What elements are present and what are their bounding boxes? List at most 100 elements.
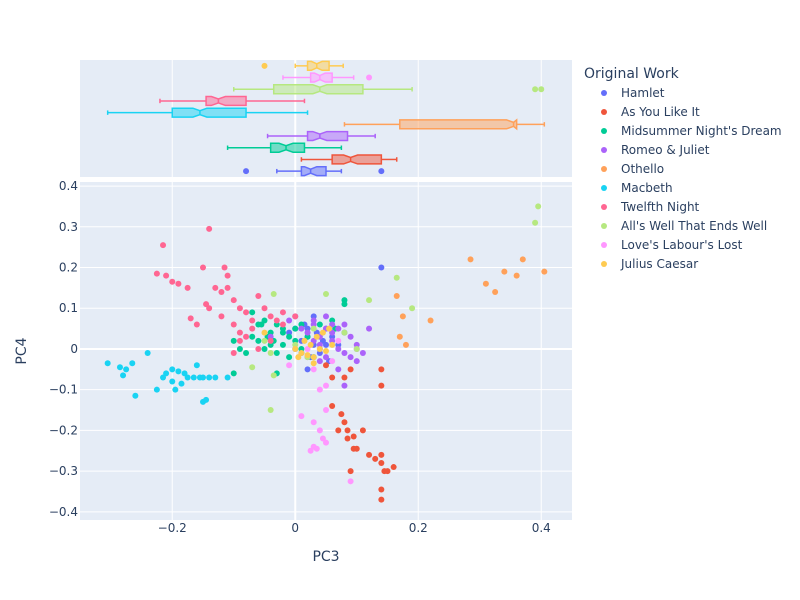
scatter-point bbox=[310, 360, 317, 367]
scatter-point bbox=[347, 354, 354, 361]
scatter-point bbox=[304, 366, 311, 373]
scatter-point bbox=[267, 313, 274, 320]
scatter-point bbox=[393, 274, 400, 281]
scatter-point bbox=[236, 329, 243, 336]
scatter-point bbox=[310, 325, 317, 332]
scatter-point bbox=[304, 329, 311, 336]
scatter-point bbox=[298, 413, 305, 420]
scatter-point bbox=[286, 362, 293, 369]
x-tick-label: 0.4 bbox=[532, 521, 551, 535]
scatter-point bbox=[341, 382, 348, 389]
scatter-point bbox=[261, 337, 268, 344]
scatter-point bbox=[329, 374, 336, 381]
scatter-point bbox=[409, 305, 416, 312]
box-body bbox=[269, 142, 306, 153]
x-tick-label: 0 bbox=[291, 521, 299, 535]
scatter-point bbox=[353, 445, 360, 452]
scatter-point bbox=[132, 392, 139, 399]
legend-item: All's Well That Ends Well bbox=[601, 219, 767, 233]
scatter-point bbox=[341, 374, 348, 381]
scatter-point bbox=[319, 337, 326, 344]
scatter-points bbox=[104, 203, 548, 503]
legend-marker bbox=[601, 128, 607, 134]
scatter-point bbox=[335, 345, 342, 352]
scatter-point bbox=[310, 419, 317, 426]
scatter-point bbox=[224, 374, 231, 381]
legend-item: Twelfth Night bbox=[601, 200, 700, 214]
box-plot bbox=[106, 107, 309, 118]
scatter-point bbox=[378, 382, 385, 389]
series-points bbox=[104, 350, 231, 405]
legend-marker bbox=[601, 90, 607, 96]
legend-label: Midsummer Night's Dream bbox=[621, 124, 782, 138]
y-axis-title: PC4 bbox=[14, 337, 30, 364]
legend-label: Love's Labour's Lost bbox=[621, 238, 743, 252]
box-plot bbox=[226, 142, 343, 153]
scatter-point bbox=[359, 427, 366, 434]
scatter-point bbox=[329, 321, 336, 328]
legend-marker bbox=[601, 261, 607, 267]
box-outlier bbox=[378, 168, 385, 175]
scatter-point bbox=[319, 329, 326, 336]
y-tick-label: 0 bbox=[70, 342, 78, 356]
box-body bbox=[300, 165, 327, 177]
scatter-point bbox=[427, 317, 434, 324]
box-body bbox=[306, 130, 349, 142]
scatter-point bbox=[129, 360, 136, 367]
x-tick-label: 0.2 bbox=[409, 521, 428, 535]
legend-item: Romeo & Juliet bbox=[601, 143, 710, 157]
legend-item: As You Like It bbox=[601, 105, 700, 119]
scatter-point bbox=[175, 368, 182, 375]
scatter-point bbox=[319, 435, 326, 442]
scatter-point bbox=[104, 360, 111, 367]
scatter-point bbox=[329, 341, 336, 348]
scatter-point bbox=[378, 486, 385, 493]
scatter-point bbox=[123, 366, 130, 373]
legend-label: Macbeth bbox=[621, 181, 673, 195]
scatter-point bbox=[258, 321, 265, 328]
box-outlier bbox=[243, 168, 250, 175]
scatter-point bbox=[335, 325, 342, 332]
box-outlier bbox=[366, 74, 373, 81]
scatter-point bbox=[341, 321, 348, 328]
scatter-point bbox=[316, 358, 323, 365]
scatter-point bbox=[187, 315, 194, 322]
legend-marker bbox=[601, 204, 607, 210]
scatter-point bbox=[255, 345, 262, 352]
axis-ticks: −0.2 0 0.2 0.4 −0.4 −0.3 −0.2 −0.1 0 0.1 0.2 0.3 0.4 bbox=[49, 179, 551, 535]
scatter-point bbox=[279, 309, 286, 316]
y-tick-label: 0.3 bbox=[59, 220, 78, 234]
scatter-point bbox=[341, 350, 348, 357]
legend-item: Julius Caesar bbox=[601, 257, 698, 271]
scatter-point bbox=[378, 264, 385, 271]
scatter-point bbox=[184, 284, 191, 291]
scatter-point bbox=[270, 372, 277, 379]
scatter-point bbox=[501, 268, 508, 275]
scatter-point bbox=[344, 435, 351, 442]
scatter-point bbox=[230, 370, 237, 377]
scatter-point bbox=[230, 350, 237, 357]
scatter-point bbox=[243, 333, 250, 340]
legend-item: Macbeth bbox=[601, 181, 673, 195]
scatter-point bbox=[153, 386, 160, 393]
scatter-point bbox=[160, 242, 167, 249]
scatter-point bbox=[344, 427, 351, 434]
scatter-point bbox=[304, 352, 311, 359]
scatter-point bbox=[393, 293, 400, 300]
scatter-point bbox=[532, 219, 539, 226]
scatter-point bbox=[335, 366, 342, 373]
scatter-point bbox=[153, 270, 160, 277]
scatter-point bbox=[267, 350, 274, 357]
y-tick-label: −0.4 bbox=[49, 505, 78, 519]
legend-label: Romeo & Juliet bbox=[621, 143, 710, 157]
scatter-point bbox=[261, 305, 268, 312]
scatter-point bbox=[267, 407, 274, 414]
scatter-point bbox=[390, 464, 397, 471]
legend-marker bbox=[601, 185, 607, 191]
box-body bbox=[399, 118, 518, 131]
box-body bbox=[171, 107, 247, 118]
marginal-box-plots bbox=[106, 60, 546, 177]
scatter-point bbox=[366, 325, 373, 332]
scatter-point bbox=[286, 333, 293, 340]
legend-marker bbox=[601, 109, 607, 115]
